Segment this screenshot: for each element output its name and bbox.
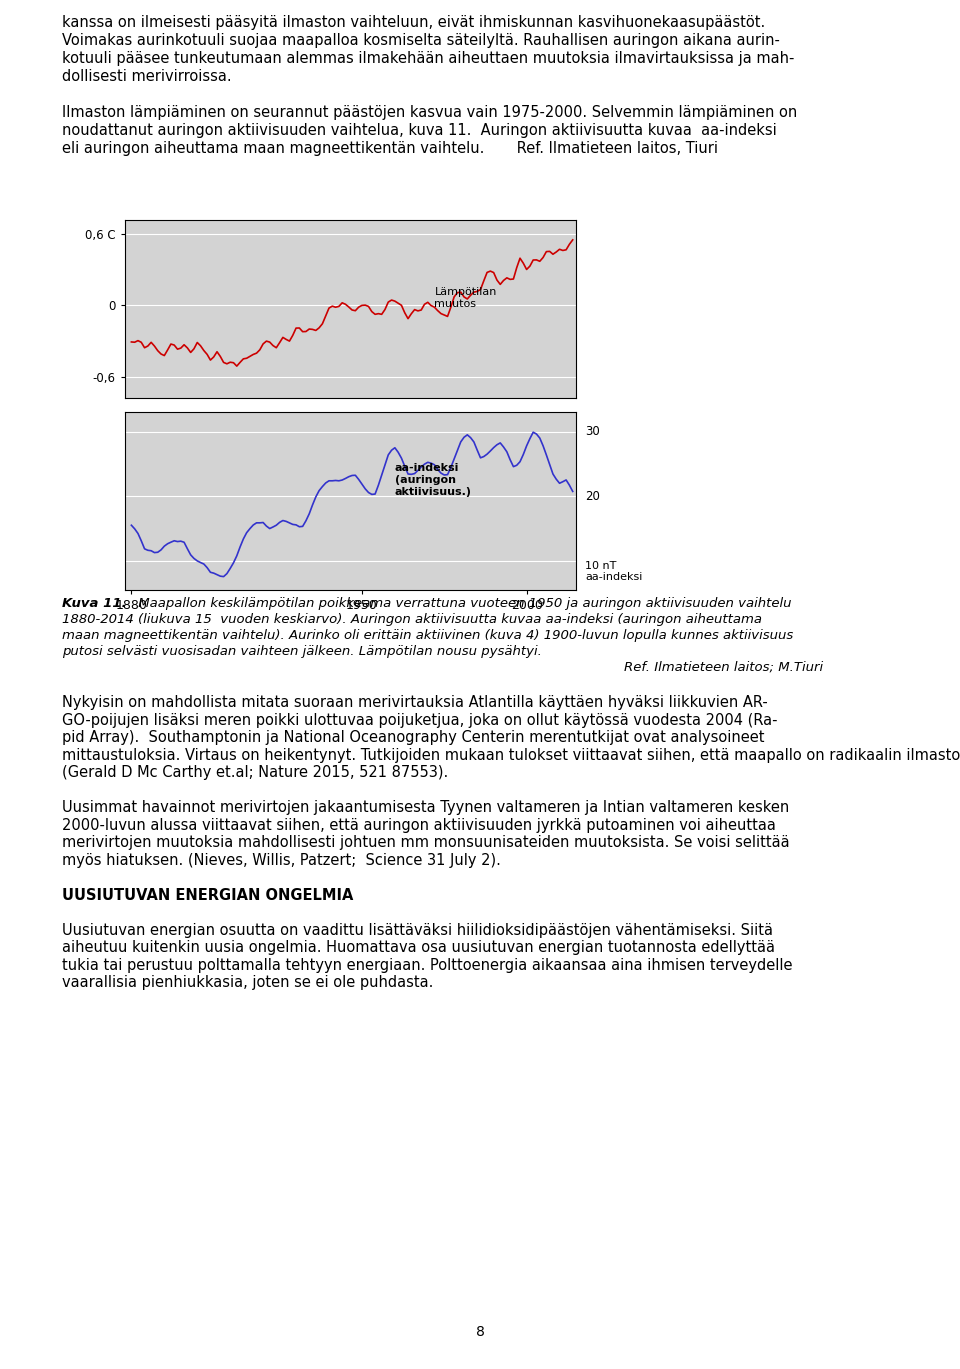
Text: noudattanut auringon aktiivisuuden vaihtelua, kuva 11.  Auringon aktiivisuutta k: noudattanut auringon aktiivisuuden vaiht… <box>62 123 778 138</box>
Text: GO-poijujen lisäksi meren poikki ulottuvaa poijuketjua, joka on ollut käytössä v: GO-poijujen lisäksi meren poikki ulottuv… <box>62 713 778 727</box>
Text: Ilmaston lämpiäminen on seurannut päästöjen kasvua vain 1975-2000. Selvemmin läm: Ilmaston lämpiäminen on seurannut päästö… <box>62 105 798 120</box>
Text: 8: 8 <box>475 1325 485 1339</box>
Text: 2000-luvun alussa viittaavat siihen, että auringon aktiivisuuden jyrkkä putoamin: 2000-luvun alussa viittaavat siihen, ett… <box>62 817 777 832</box>
Text: 30: 30 <box>585 424 600 438</box>
Text: Lämpötilan
muutos: Lämpötilan muutos <box>434 287 496 309</box>
Text: maan magneettikentän vaihtelu). Aurinko oli erittäin aktiivinen (kuva 4) 1900-lu: maan magneettikentän vaihtelu). Aurinko … <box>62 628 794 642</box>
Text: kotuuli pääsee tunkeutumaan alemmas ilmakehään aiheuttaen muutoksia ilmavirtauks: kotuuli pääsee tunkeutumaan alemmas ilma… <box>62 51 795 66</box>
Text: Voimakas aurinkotuuli suojaa maapalloa kosmiselta säteilyltä. Rauhallisen auring: Voimakas aurinkotuuli suojaa maapalloa k… <box>62 33 780 48</box>
Text: 10 nT
aa-indeksi: 10 nT aa-indeksi <box>585 561 642 582</box>
Text: pid Array).  Southamptonin ja National Oceanography Centerin merentutkijat ovat : pid Array). Southamptonin ja National Oc… <box>62 730 765 745</box>
Text: UUSIUTUVAN ENERGIAN ONGELMIA: UUSIUTUVAN ENERGIAN ONGELMIA <box>62 887 354 902</box>
Text: aiheutuu kuitenkin uusia ongelmia. Huomattava osa uusiutuvan energian tuotannost: aiheutuu kuitenkin uusia ongelmia. Huoma… <box>62 941 776 956</box>
Text: aa-indeksi
(auringon
aktiivisuus.): aa-indeksi (auringon aktiivisuus.) <box>395 464 472 497</box>
Text: (Gerald D Mc Carthy et.al; Nature 2015, 521 87553).: (Gerald D Mc Carthy et.al; Nature 2015, … <box>62 765 448 780</box>
Text: myös hiatuksen. (Nieves, Willis, Patzert;  Science 31 July 2).: myös hiatuksen. (Nieves, Willis, Patzert… <box>62 853 501 868</box>
Text: mittaustuloksia. Virtaus on heikentynyt. Tutkijoiden mukaan tulokset viittaavat : mittaustuloksia. Virtaus on heikentynyt.… <box>62 747 960 763</box>
Text: Uusiutuvan energian osuutta on vaadittu lisättäväksi hiilidioksidipäästöjen vähe: Uusiutuvan energian osuutta on vaadittu … <box>62 923 774 938</box>
Text: Ref. Ilmatieteen laitos; M.Tiuri: Ref. Ilmatieteen laitos; M.Tiuri <box>624 661 823 674</box>
Text: eli auringon aiheuttama maan magneettikentän vaihtelu.       Ref. Ilmatieteen la: eli auringon aiheuttama maan magneettike… <box>62 141 718 156</box>
Text: Kuva 11.: Kuva 11. <box>62 597 127 609</box>
Text: merivirtojen muutoksia mahdollisesti johtuen mm monsuunisateiden muutoksista. Se: merivirtojen muutoksia mahdollisesti joh… <box>62 835 790 850</box>
Text: putosi selvästi vuosisadan vaihteen jälkeen. Lämpötilan nousu pysähtyi.: putosi selvästi vuosisadan vaihteen jälk… <box>62 645 542 658</box>
Text: vaarallisia pienhiukkasia, joten se ei ole puhdasta.: vaarallisia pienhiukkasia, joten se ei o… <box>62 975 434 990</box>
Text: 1880-2014 (liukuva 15  vuoden keskiarvo). Auringon aktiivisuutta kuvaa aa-indeks: 1880-2014 (liukuva 15 vuoden keskiarvo).… <box>62 613 762 626</box>
Text: Uusimmat havainnot merivirtojen jakaantumisesta Tyynen valtameren ja Intian valt: Uusimmat havainnot merivirtojen jakaantu… <box>62 799 790 815</box>
Text: dollisesti merivirroissa.: dollisesti merivirroissa. <box>62 68 232 84</box>
Text: Maapallon keskilämpötilan poikkeama verrattuna vuoteen 1950 ja auringon aktiivis: Maapallon keskilämpötilan poikkeama verr… <box>134 597 792 609</box>
Text: Nykyisin on mahdollista mitata suoraan merivirtauksia Atlantilla käyttäen hyväks: Nykyisin on mahdollista mitata suoraan m… <box>62 695 768 711</box>
Text: kanssa on ilmeisesti pääsyitä ilmaston vaihteluun, eivät ihmiskunnan kasvihuonek: kanssa on ilmeisesti pääsyitä ilmaston v… <box>62 15 766 30</box>
Text: tukia tai perustuu polttamalla tehtyyn energiaan. Polttoenergia aikaansaa aina i: tukia tai perustuu polttamalla tehtyyn e… <box>62 957 793 972</box>
Text: 20: 20 <box>585 490 600 502</box>
